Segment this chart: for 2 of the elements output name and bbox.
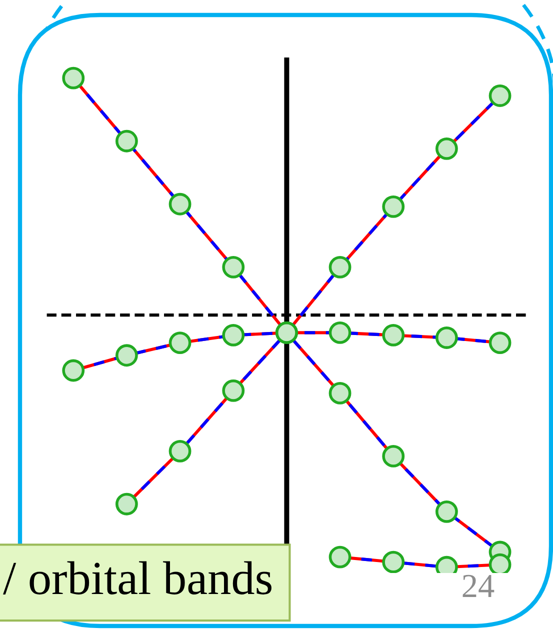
text: 24 <box>462 574 494 597</box>
annotation: / orbital bands <box>3 561 272 594</box>
